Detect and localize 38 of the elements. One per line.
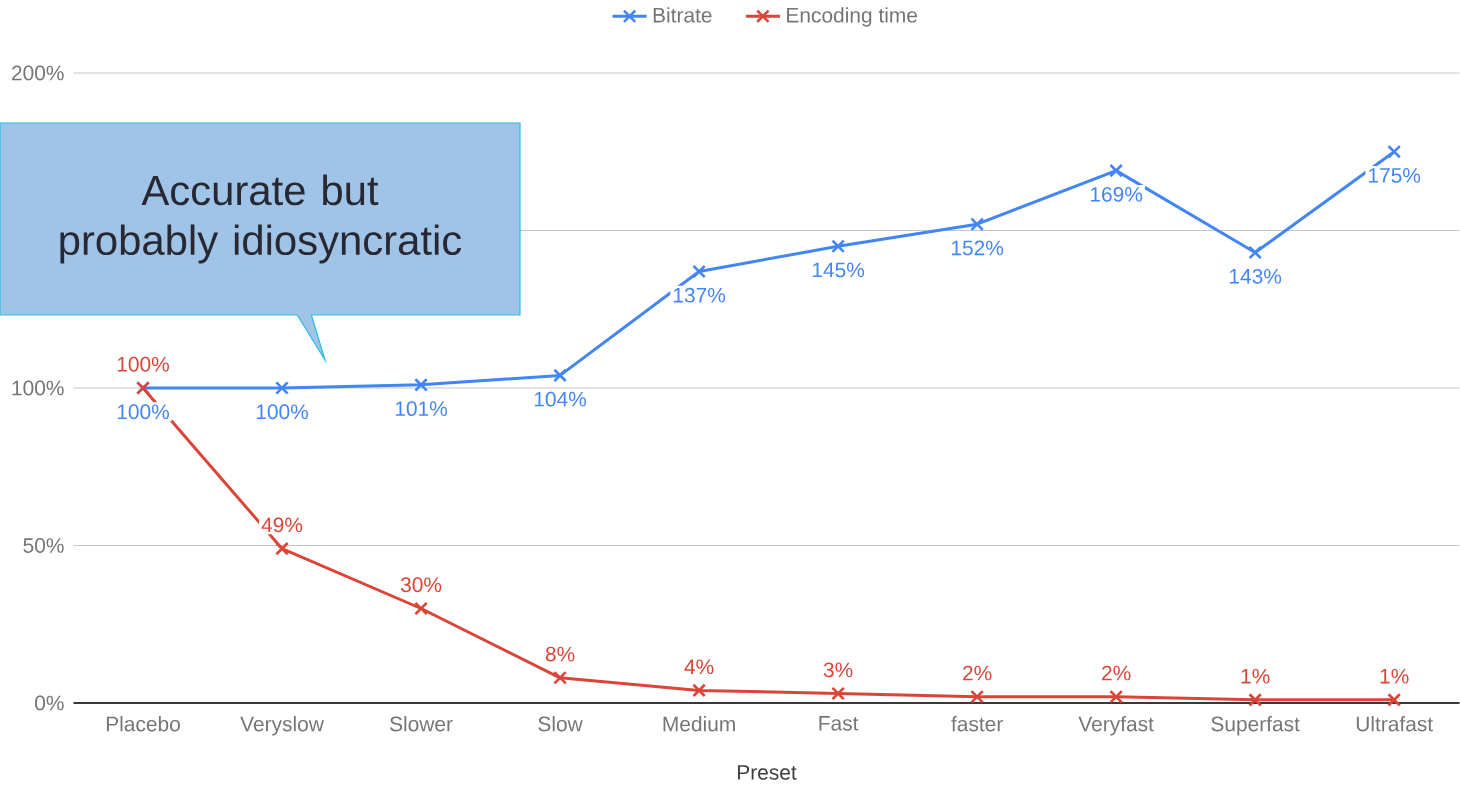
y-tick-label: 0% — [35, 695, 64, 711]
data-label: 152% — [951, 240, 1004, 256]
x-tick-label: Fast — [819, 716, 859, 731]
data-label: 2% — [1102, 665, 1131, 681]
x-tick-label: faster — [951, 716, 1003, 732]
y-tick-label: 100% — [12, 380, 64, 396]
x-tick-label: Veryfast — [1078, 716, 1154, 736]
data-label: 175% — [1369, 168, 1421, 183]
x-tick-label: Veryslow — [240, 716, 324, 736]
legend-label: Bitrate — [653, 7, 712, 23]
data-label: 4% — [684, 659, 714, 675]
data-label: 104% — [534, 391, 587, 407]
x-tick-label: Ultrafast — [1356, 716, 1433, 732]
x-axis-title: Preset — [737, 765, 797, 780]
data-label: 1% — [1380, 668, 1409, 684]
data-label: 8% — [545, 646, 575, 662]
y-tick-label: 50% — [23, 538, 64, 553]
x-tick-label: Slow — [538, 716, 583, 732]
data-label: 100% — [117, 404, 169, 420]
data-label: 145% — [812, 262, 865, 278]
data-label: 3% — [823, 662, 853, 678]
x-tick-label: Slower — [390, 716, 453, 732]
data-label: 1% — [1241, 668, 1270, 684]
y-tick-label: 200% — [12, 65, 64, 81]
data-label: 101% — [395, 401, 448, 417]
data-label: 100% — [256, 404, 309, 420]
data-label: 143% — [1230, 268, 1282, 284]
data-label: 169% — [1090, 187, 1143, 202]
data-label: 2% — [963, 665, 992, 681]
x-tick-label: Placebo — [106, 716, 180, 732]
legend-label: Encoding time — [787, 7, 917, 27]
x-tick-label: Medium — [663, 716, 735, 732]
data-label: 30% — [400, 577, 442, 593]
data-label: 49% — [261, 517, 303, 533]
annotation: Accurate but probably idiosyncratic — [60, 174, 462, 264]
data-label: 100% — [117, 356, 169, 372]
data-label: 137% — [673, 287, 726, 303]
x-tick-label: Superfast — [1211, 716, 1300, 736]
